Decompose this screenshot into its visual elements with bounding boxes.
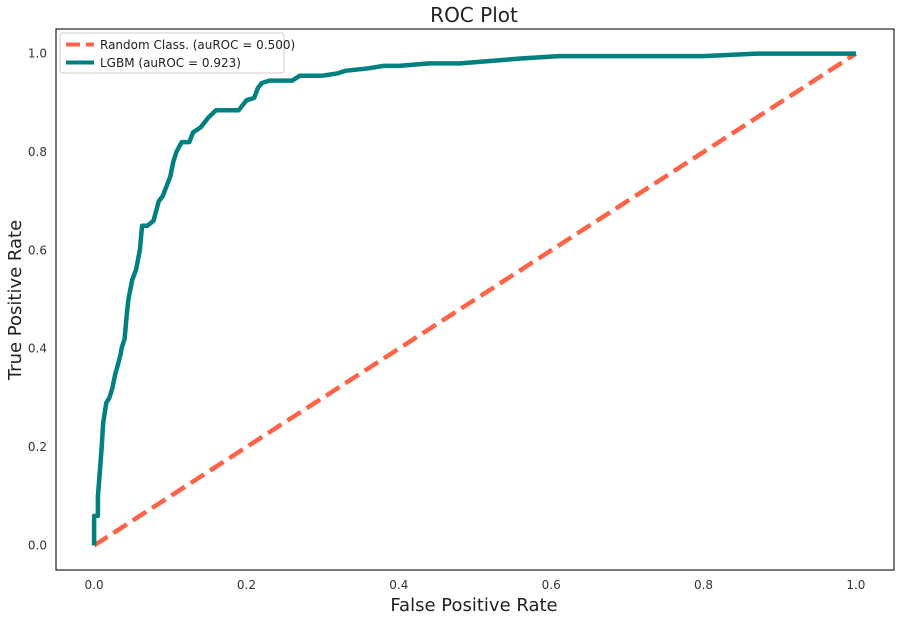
x-tick-label: 0.4 (389, 578, 408, 592)
x-axis-ticks: 0.0 0.2 0.4 0.6 0.8 1.0 (85, 578, 866, 592)
x-tick-label: 1.0 (846, 578, 865, 592)
legend-label-lgbm: LGBM (auROC = 0.923) (100, 56, 241, 70)
y-axis-ticks: 0.0 0.2 0.4 0.6 0.8 1.0 (28, 47, 47, 553)
x-axis-label: False Positive Rate (390, 595, 557, 616)
y-tick-label: 1.0 (28, 47, 47, 61)
lgbm-roc-line (91, 51, 856, 546)
plot-frame (55, 28, 895, 571)
y-tick-label: 0.2 (28, 440, 47, 454)
y-axis-label: True Positive Rate (5, 220, 26, 381)
x-tick-label: 0.0 (85, 578, 104, 592)
random-classifier-line (92, 51, 858, 548)
chart-title: ROC Plot (430, 3, 518, 27)
y-tick-label: 0.4 (28, 342, 47, 356)
y-tick-label: 0.8 (28, 145, 47, 159)
x-tick-label: 0.8 (694, 578, 713, 592)
x-tick-label: 0.2 (237, 578, 256, 592)
legend-box (59, 32, 285, 74)
legend: Random Class. (auROC = 0.500) LGBM (auRO… (59, 32, 295, 74)
y-tick-label: 0.6 (28, 243, 47, 257)
y-tick-label: 0.0 (28, 538, 47, 552)
x-tick-label: 0.6 (542, 578, 561, 592)
series-layer (91, 51, 858, 548)
legend-label-random: Random Class. (auROC = 0.500) (100, 38, 295, 52)
